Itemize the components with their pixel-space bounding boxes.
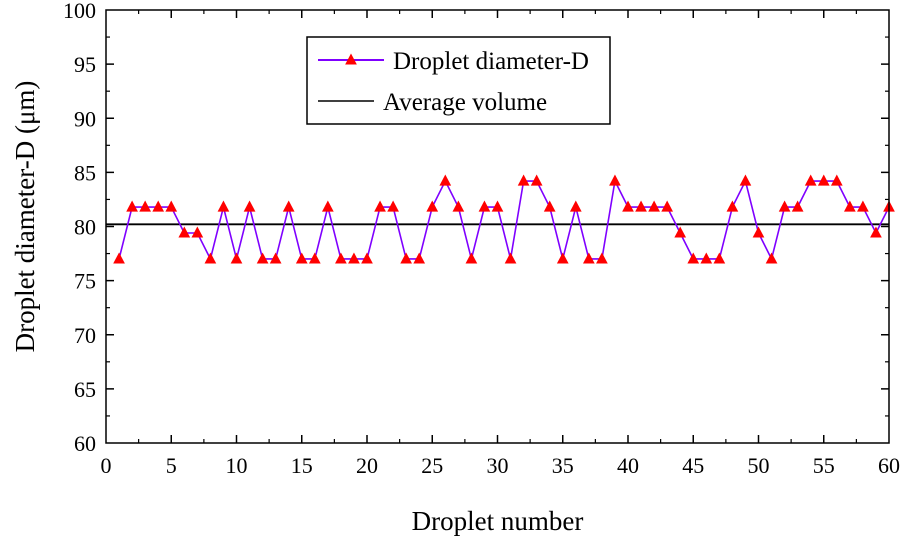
x-tick-label: 10	[226, 453, 248, 478]
data-point-marker	[217, 200, 230, 212]
data-point-marker	[322, 200, 334, 212]
x-tick-label: 60	[878, 453, 900, 478]
x-tick-label: 55	[813, 453, 835, 478]
data-point-marker	[700, 252, 713, 264]
data-point-marker	[530, 174, 543, 186]
y-tick-label: 70	[74, 323, 96, 348]
data-point-marker	[830, 174, 843, 186]
data-point-marker	[765, 252, 778, 264]
data-point-marker	[295, 252, 308, 264]
data-point-marker	[243, 200, 256, 212]
data-point-marker	[674, 226, 687, 238]
data-point-marker	[204, 252, 217, 264]
data-point-marker	[178, 226, 191, 238]
data-point-marker	[113, 252, 125, 264]
x-tick-label: 35	[552, 453, 574, 478]
legend: Droplet diameter-D Average volume	[306, 36, 611, 125]
x-tick-label: 0	[101, 453, 112, 478]
data-point-marker	[804, 174, 817, 186]
y-tick-label: 65	[74, 377, 96, 402]
data-point-marker	[609, 174, 621, 186]
data-point-marker	[374, 200, 386, 212]
data-point-marker	[844, 200, 856, 212]
data-point-marker	[556, 252, 569, 264]
droplet-diameter-line	[118, 178, 890, 262]
data-point-marker	[230, 252, 243, 264]
data-point-marker	[635, 200, 647, 212]
data-point-marker	[139, 200, 151, 212]
data-point-marker	[269, 252, 282, 264]
data-point-marker	[752, 226, 765, 238]
x-axis-ticks: 0 5 10 15 20 25 30 35 40 45 50 55 60	[101, 10, 900, 478]
data-point-marker	[739, 174, 752, 186]
data-point-marker	[439, 174, 452, 186]
plot-area	[106, 174, 895, 264]
x-tick-label: 30	[487, 453, 509, 478]
data-point-marker	[648, 200, 660, 212]
data-point-marker	[348, 252, 360, 264]
legend-label-droplet-diameter: Droplet diameter-D	[393, 48, 589, 75]
x-tick-label: 20	[356, 453, 378, 478]
data-point-marker	[569, 200, 582, 212]
y-tick-label: 100	[63, 0, 96, 23]
data-point-marker	[791, 200, 804, 212]
data-point-marker	[478, 200, 491, 212]
data-point-marker	[596, 252, 608, 264]
data-point-marker	[661, 200, 673, 212]
x-tick-label: 40	[617, 453, 639, 478]
data-point-marker	[778, 200, 791, 212]
data-point-marker	[857, 200, 869, 212]
y-tick-label: 75	[74, 269, 96, 294]
y-tick-label: 80	[74, 215, 96, 240]
x-tick-label: 45	[682, 453, 704, 478]
data-point-marker	[870, 226, 882, 238]
data-point-marker	[152, 200, 165, 212]
x-tick-label: 15	[291, 453, 313, 478]
data-point-marker	[452, 200, 465, 212]
data-point-marker	[517, 174, 530, 186]
y-tick-label: 85	[74, 160, 96, 185]
data-point-marker	[491, 200, 504, 212]
legend-marker-triangle	[345, 53, 357, 65]
data-point-marker	[126, 200, 138, 212]
data-point-marker	[426, 200, 439, 212]
data-point-marker	[308, 252, 321, 264]
y-tick-label: 90	[74, 106, 96, 131]
data-point-marker	[335, 252, 347, 264]
data-point-marker	[361, 252, 373, 264]
data-point-marker	[504, 252, 517, 264]
data-point-marker	[583, 252, 595, 264]
data-point-marker	[413, 252, 426, 264]
data-point-marker	[817, 174, 830, 186]
y-axis-ticks: 60 65 70 75 80 85 90 95 100	[63, 0, 889, 456]
data-point-marker	[165, 200, 178, 212]
data-point-marker	[400, 252, 412, 264]
y-tick-label: 95	[74, 52, 96, 77]
plot-frame	[105, 9, 890, 444]
data-point-marker	[282, 200, 295, 212]
data-point-marker	[543, 200, 556, 212]
data-point-marker	[387, 200, 399, 212]
x-tick-label: 25	[421, 453, 443, 478]
data-point-marker	[713, 252, 726, 264]
data-point-marker	[191, 226, 204, 238]
legend-label-average-volume: Average volume	[383, 89, 547, 116]
x-tick-label: 5	[166, 453, 177, 478]
legend-box	[306, 36, 611, 125]
data-point-marker	[726, 200, 739, 212]
data-point-marker	[622, 200, 634, 212]
data-point-marker	[465, 252, 478, 264]
x-axis-title: Droplet number	[412, 506, 584, 536]
y-axis-title: Droplet diameter-D (μm)	[10, 81, 40, 353]
y-tick-label: 60	[74, 431, 96, 456]
x-tick-label: 50	[748, 453, 770, 478]
data-point-marker	[256, 252, 269, 264]
data-point-marker	[687, 252, 700, 264]
